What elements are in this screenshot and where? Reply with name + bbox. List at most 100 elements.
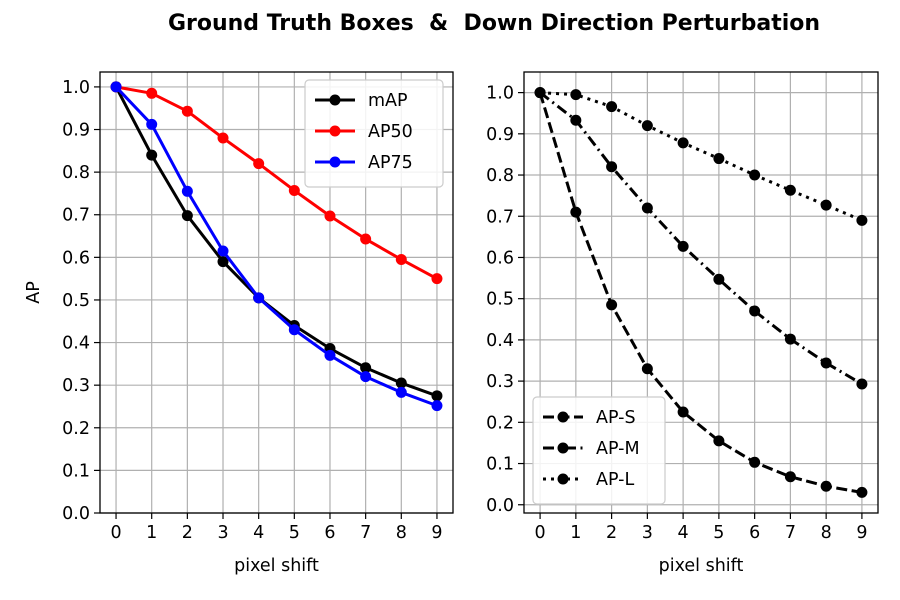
data-point-map bbox=[431, 390, 443, 402]
data-point-map bbox=[146, 149, 158, 161]
data-point-ap50 bbox=[253, 158, 265, 170]
legend-marker-ap-m bbox=[557, 442, 569, 454]
data-point-map bbox=[217, 256, 229, 268]
data-point-ap-m bbox=[784, 333, 796, 345]
y-tick-label: 0.7 bbox=[62, 206, 90, 226]
data-point-ap-s bbox=[784, 471, 796, 483]
data-point-map bbox=[181, 210, 193, 222]
x-tick-label: 5 bbox=[713, 523, 724, 543]
data-point-ap-s bbox=[641, 363, 653, 375]
series-line-ap50 bbox=[115, 85, 438, 280]
series-line-ap-m bbox=[539, 91, 863, 386]
series-line-ap-l bbox=[540, 91, 863, 222]
x-tick-label: 3 bbox=[217, 523, 228, 543]
y-tick-label: 0.6 bbox=[62, 248, 90, 268]
data-point-ap50 bbox=[360, 233, 372, 245]
legend-marker-map bbox=[329, 94, 341, 106]
legend-label-ap-m: AP-M bbox=[596, 439, 640, 459]
x-tick-label: 2 bbox=[182, 523, 193, 543]
series-line-ap-s bbox=[538, 92, 863, 494]
y-tick-label: 0.2 bbox=[62, 419, 90, 439]
data-point-ap-m bbox=[606, 161, 618, 173]
figure-title: Ground Truth Boxes & Down Direction Pert… bbox=[168, 11, 820, 36]
data-point-ap50 bbox=[146, 87, 158, 99]
data-point-ap-m bbox=[856, 378, 868, 390]
y-tick-label: 0.1 bbox=[62, 461, 90, 481]
data-point-ap50 bbox=[288, 184, 300, 196]
data-point-ap75 bbox=[288, 324, 300, 336]
data-point-ap-l bbox=[570, 89, 582, 101]
y-tick-label: 0.4 bbox=[62, 334, 90, 354]
x-tick-label: 1 bbox=[570, 523, 581, 543]
data-point-ap-l bbox=[784, 184, 796, 196]
x-tick-label: 5 bbox=[289, 523, 300, 543]
data-point-ap75 bbox=[431, 400, 443, 412]
y-tick-label: 0.0 bbox=[62, 504, 90, 524]
x-tick-label: 0 bbox=[110, 523, 121, 543]
data-point-ap50 bbox=[181, 105, 193, 117]
data-point-map bbox=[395, 377, 407, 389]
y-tick-label: 0.5 bbox=[62, 291, 90, 311]
x-tick-label: 7 bbox=[785, 523, 796, 543]
legend-marker-ap-s bbox=[557, 411, 569, 423]
data-point-ap50 bbox=[431, 273, 443, 285]
x-tick-label: 9 bbox=[856, 523, 867, 543]
data-point-ap-l bbox=[856, 214, 868, 226]
data-point-ap75 bbox=[110, 81, 122, 93]
x-axis-label: pixel shift bbox=[234, 556, 319, 576]
legend-marker-ap75 bbox=[329, 156, 341, 168]
data-point-ap75 bbox=[253, 292, 265, 304]
legend-marker-ap50 bbox=[329, 125, 341, 137]
axes-frame bbox=[523, 71, 879, 514]
y-tick-label: 0.7 bbox=[486, 207, 514, 227]
legend-label-map: mAP bbox=[368, 91, 408, 111]
data-point-ap75 bbox=[324, 349, 336, 361]
y-tick-label: 0.9 bbox=[486, 125, 514, 145]
data-point-ap50 bbox=[395, 253, 407, 265]
data-point-ap-l bbox=[749, 169, 761, 181]
x-tick-label: 6 bbox=[324, 523, 335, 543]
x-tick-label: 3 bbox=[642, 523, 653, 543]
data-point-ap-m bbox=[570, 114, 582, 126]
data-point-ap-m bbox=[641, 202, 653, 214]
y-tick-label: 0.3 bbox=[486, 372, 514, 392]
data-point-ap-s bbox=[677, 406, 689, 418]
y-tick-label: 0.8 bbox=[486, 166, 514, 186]
data-point-ap-m bbox=[713, 273, 725, 285]
data-point-ap-s bbox=[820, 480, 832, 492]
x-tick-label: 2 bbox=[606, 523, 617, 543]
x-tick-label: 4 bbox=[253, 523, 264, 543]
x-tick-label: 6 bbox=[749, 523, 760, 543]
legend-label-ap-l: AP-L bbox=[596, 470, 634, 490]
x-tick-label: 1 bbox=[146, 523, 157, 543]
y-tick-label: 1.0 bbox=[486, 84, 514, 104]
data-point-ap-l bbox=[713, 153, 725, 165]
legend-marker-ap-l bbox=[557, 473, 569, 485]
data-point-ap-s bbox=[749, 456, 761, 468]
data-point-ap-m bbox=[820, 357, 832, 369]
x-axis-label: pixel shift bbox=[659, 556, 744, 576]
data-point-ap-m bbox=[749, 305, 761, 317]
series-line-ap75 bbox=[114, 85, 438, 408]
data-point-ap-l bbox=[677, 137, 689, 149]
y-tick-label: 0.0 bbox=[486, 496, 514, 516]
data-point-ap75 bbox=[217, 245, 229, 257]
y-tick-label: 0.3 bbox=[62, 376, 90, 396]
data-point-ap75 bbox=[146, 118, 158, 130]
x-tick-label: 8 bbox=[396, 523, 407, 543]
y-tick-label: 0.8 bbox=[62, 163, 90, 183]
data-point-ap75 bbox=[181, 185, 193, 197]
y-tick-label: 0.4 bbox=[486, 331, 514, 351]
y-tick-label: 0.9 bbox=[62, 121, 90, 141]
x-tick-label: 8 bbox=[821, 523, 832, 543]
x-tick-label: 9 bbox=[431, 523, 442, 543]
axes-frame bbox=[99, 71, 454, 514]
right-chart-panel: 0 1 2 3 4 5 6 7 8 9 0.0 0.1 0.2 0.3 0.4 0.5 0.6 0.7 0.8 0.9… bbox=[486, 71, 879, 576]
x-tick-label: 4 bbox=[678, 523, 689, 543]
data-point-ap-l bbox=[606, 101, 618, 113]
data-point-ap-s bbox=[713, 435, 725, 447]
y-tick-label: 0.1 bbox=[486, 455, 514, 475]
data-point-ap50 bbox=[217, 132, 229, 144]
data-point-ap-l bbox=[641, 120, 653, 132]
